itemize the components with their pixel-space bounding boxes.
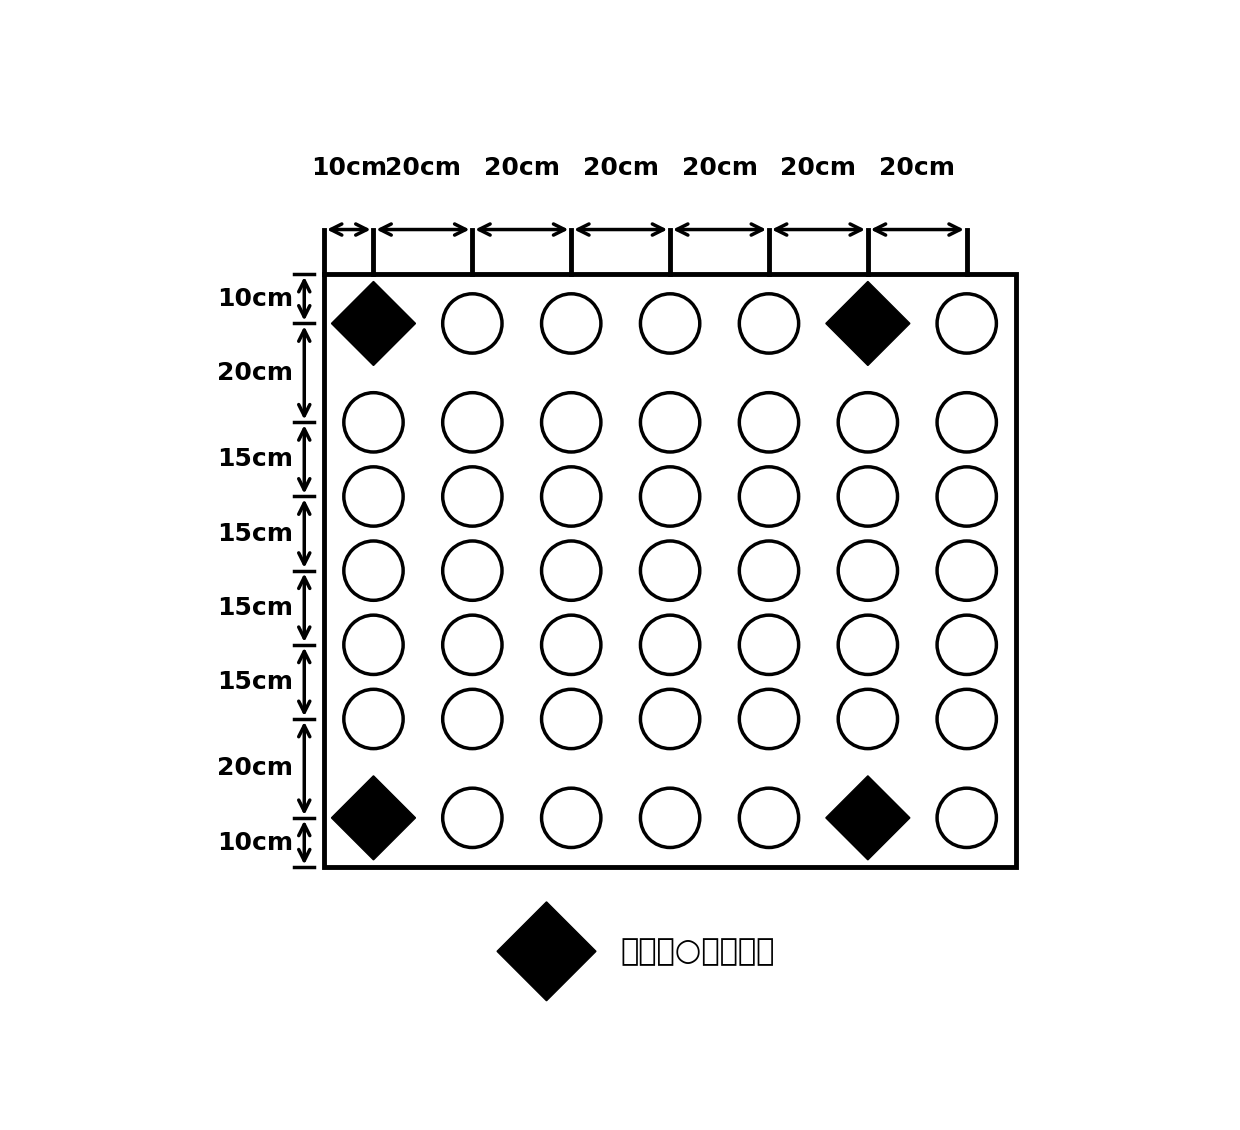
Circle shape [937, 294, 997, 353]
Circle shape [739, 615, 799, 675]
Circle shape [640, 689, 699, 748]
Circle shape [838, 689, 898, 748]
Circle shape [937, 615, 997, 675]
Text: 20cm: 20cm [217, 756, 293, 781]
Circle shape [640, 615, 699, 675]
Bar [324, 273, 1016, 868]
Text: 15cm: 15cm [217, 670, 293, 694]
Circle shape [640, 294, 699, 353]
Circle shape [542, 541, 601, 600]
Polygon shape [826, 776, 910, 860]
Circle shape [542, 392, 601, 452]
Text: 15cm: 15cm [217, 596, 293, 619]
Text: 20cm: 20cm [879, 156, 955, 180]
Circle shape [343, 689, 403, 748]
Circle shape [443, 541, 502, 600]
Circle shape [443, 294, 502, 353]
Circle shape [937, 689, 997, 748]
Circle shape [542, 467, 601, 527]
Text: 20cm: 20cm [682, 156, 758, 180]
Circle shape [640, 541, 699, 600]
Polygon shape [497, 902, 596, 1001]
Circle shape [739, 294, 799, 353]
Circle shape [739, 541, 799, 600]
Text: 20cm: 20cm [484, 156, 559, 180]
Text: 10cm: 10cm [311, 156, 387, 180]
Text: 20cm: 20cm [384, 156, 461, 180]
Circle shape [937, 541, 997, 600]
Circle shape [838, 467, 898, 527]
Polygon shape [331, 281, 415, 365]
Circle shape [443, 615, 502, 675]
Text: 20cm: 20cm [780, 156, 857, 180]
Circle shape [343, 467, 403, 527]
Circle shape [937, 789, 997, 848]
Circle shape [443, 789, 502, 848]
Circle shape [443, 467, 502, 527]
Circle shape [443, 689, 502, 748]
Circle shape [343, 392, 403, 452]
Circle shape [343, 615, 403, 675]
Circle shape [739, 467, 799, 527]
Circle shape [739, 689, 799, 748]
Circle shape [343, 541, 403, 600]
Circle shape [838, 615, 898, 675]
Text: 20cm: 20cm [217, 360, 293, 385]
Circle shape [443, 392, 502, 452]
Text: 瓜葼；○伴矿景天: 瓜葼；○伴矿景天 [621, 937, 775, 966]
Circle shape [542, 615, 601, 675]
Text: 10cm: 10cm [217, 831, 293, 854]
Circle shape [640, 467, 699, 527]
Text: 20cm: 20cm [583, 156, 658, 180]
Circle shape [640, 392, 699, 452]
Text: 15cm: 15cm [217, 522, 293, 546]
Circle shape [542, 294, 601, 353]
Circle shape [542, 789, 601, 848]
Text: 15cm: 15cm [217, 447, 293, 471]
Circle shape [542, 689, 601, 748]
Text: 10cm: 10cm [217, 287, 293, 311]
Polygon shape [331, 776, 415, 860]
Circle shape [838, 541, 898, 600]
Circle shape [640, 789, 699, 848]
Circle shape [739, 392, 799, 452]
Circle shape [739, 789, 799, 848]
Circle shape [937, 392, 997, 452]
Circle shape [937, 467, 997, 527]
Circle shape [838, 392, 898, 452]
Polygon shape [826, 281, 910, 365]
